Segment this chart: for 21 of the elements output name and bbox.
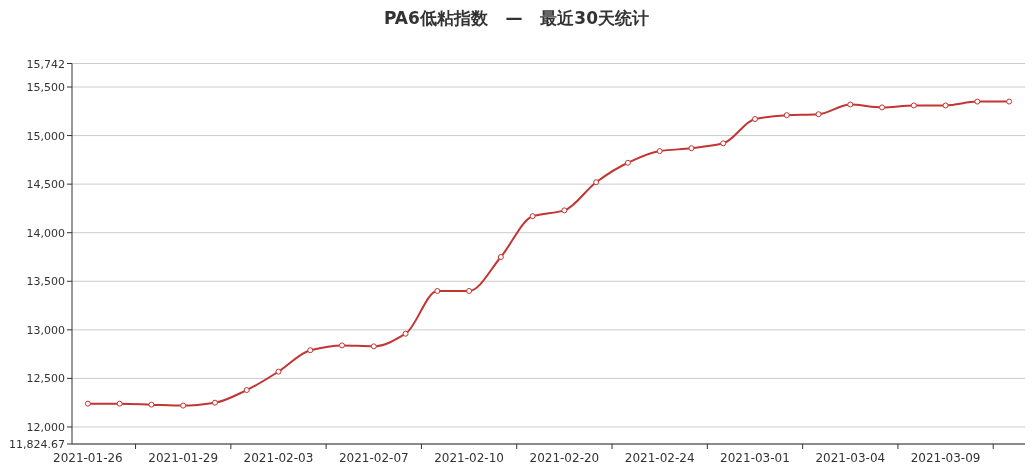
y-tick-label: 14,500 bbox=[26, 178, 65, 192]
y-tick-label: 11,824.67 bbox=[9, 438, 65, 451]
x-tick-label: 2021-02-10 bbox=[434, 451, 504, 465]
x-tick-label: 2021-03-09 bbox=[910, 451, 981, 465]
x-tick-label: 2021-01-26 bbox=[53, 451, 123, 465]
y-tick-label: 15,500 bbox=[26, 81, 65, 95]
x-tick-label: 2021-03-04 bbox=[815, 451, 886, 465]
y-tick-label: 15,742 bbox=[26, 57, 65, 71]
y-tick-label: 15,000 bbox=[26, 129, 65, 143]
x-tick-label: 2021-02-24 bbox=[624, 451, 695, 465]
x-tick-label: 2021-03-01 bbox=[720, 451, 790, 465]
x-tick-label: 2021-02-07 bbox=[338, 451, 409, 465]
y-tick-label: 13,000 bbox=[26, 323, 65, 337]
y-tick-label: 12,500 bbox=[26, 372, 65, 386]
x-tick-label: 2021-01-29 bbox=[148, 451, 219, 465]
y-tick-label: 12,000 bbox=[26, 420, 65, 434]
x-tick-label: 2021-02-03 bbox=[243, 451, 314, 465]
y-tick-label: 13,500 bbox=[26, 275, 65, 289]
chart-title: PA6低粘指数 — 最近30天统计 bbox=[383, 8, 650, 28]
y-tick-label: 14,000 bbox=[26, 226, 65, 240]
x-tick-label: 2021-02-20 bbox=[529, 451, 600, 465]
